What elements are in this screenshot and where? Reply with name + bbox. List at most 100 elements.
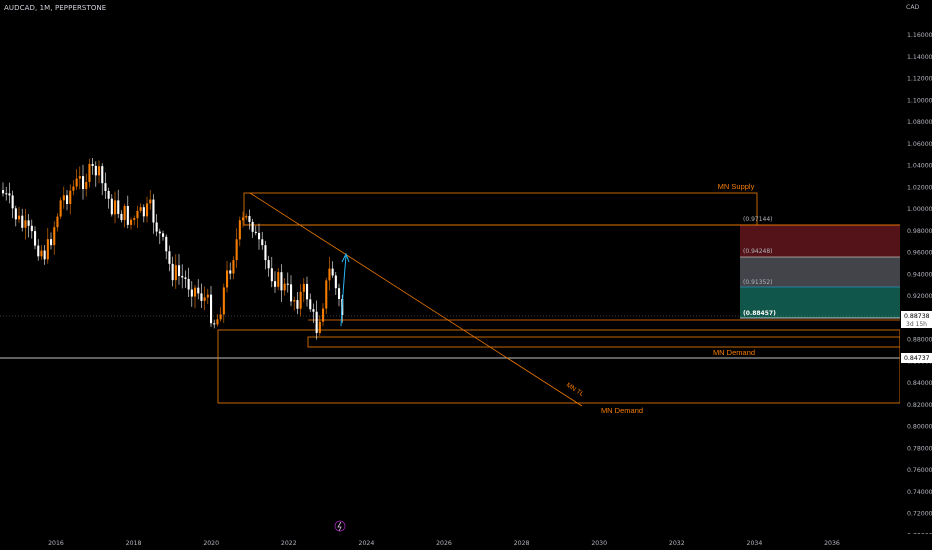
price-tick: 1.16000 xyxy=(907,32,932,39)
supply-rect[interactable] xyxy=(243,192,758,226)
supply-label: MN Supply xyxy=(718,182,755,191)
price-tick: 0.96000 xyxy=(907,250,932,257)
price-tick: 0.74000 xyxy=(907,489,932,496)
price-tick: 0.78000 xyxy=(907,445,932,452)
price-tick: 0.82000 xyxy=(907,402,932,409)
candle-body xyxy=(85,181,88,189)
symbol-title: AUDCAD, 1M, PEPPERSTONE xyxy=(4,4,107,12)
candle-body xyxy=(200,293,203,301)
candle-body xyxy=(66,195,69,205)
candlestick-series[interactable] xyxy=(2,157,344,340)
candle-body xyxy=(187,278,190,290)
candle-body xyxy=(34,231,37,246)
candle-body xyxy=(120,213,123,221)
current-price: 0.88738 xyxy=(904,313,930,320)
price-tick: 1.00000 xyxy=(907,206,932,213)
price-axis[interactable]: CAD 1.16000 1.14000 1.12000 1.10000 1.08000 1… xyxy=(900,0,932,534)
candle-body xyxy=(104,183,107,191)
candle-body xyxy=(274,281,277,287)
demand-rect-2[interactable] xyxy=(217,329,900,404)
trendline[interactable] xyxy=(249,192,583,407)
price-tick: 0.98000 xyxy=(907,228,932,235)
level-price: 0.84737 xyxy=(904,355,930,362)
time-tick: 2020 xyxy=(203,540,219,547)
candle-body xyxy=(277,272,280,287)
candle-body xyxy=(315,311,318,334)
projection-arrow[interactable] xyxy=(340,252,350,327)
lightning-icon[interactable] xyxy=(334,520,346,532)
candle-body xyxy=(254,231,257,233)
candle-body xyxy=(18,215,21,220)
candle-body xyxy=(283,283,286,291)
candle-body xyxy=(222,287,225,315)
time-tick: 2034 xyxy=(747,540,763,547)
time-tick: 2026 xyxy=(436,540,452,547)
candle-body xyxy=(75,178,78,187)
candle-body xyxy=(229,270,232,274)
candle-body xyxy=(139,207,142,211)
candle-body xyxy=(190,289,193,297)
candle-body xyxy=(299,291,302,309)
candle-body xyxy=(238,220,241,240)
candle-body xyxy=(11,195,14,209)
price-tick: 1.10000 xyxy=(907,97,932,104)
candle-body xyxy=(258,232,261,240)
candle-body xyxy=(312,309,315,312)
candle-body xyxy=(251,221,254,232)
candle-body xyxy=(331,268,334,276)
candle-body xyxy=(107,190,110,199)
candle-body xyxy=(123,205,126,221)
candle-body xyxy=(94,166,97,176)
candle-body xyxy=(27,220,30,226)
candle-body xyxy=(270,268,273,282)
demand-rect-1[interactable] xyxy=(307,336,900,348)
candle-body xyxy=(117,200,120,214)
mn-demand-zone-2[interactable]: MN Demand xyxy=(217,329,900,415)
candle-body xyxy=(69,190,72,205)
candle-body xyxy=(232,260,235,274)
candle-body xyxy=(302,283,305,292)
candle-body xyxy=(168,251,171,264)
risk-zone[interactable] xyxy=(740,257,900,287)
price-tick: 1.12000 xyxy=(907,76,932,83)
demand-label-1: MN Demand xyxy=(713,348,755,357)
candle-body xyxy=(62,195,65,201)
candle-body xyxy=(293,300,296,302)
candle-body xyxy=(245,216,248,218)
candle-body xyxy=(328,268,331,281)
stop-zone[interactable] xyxy=(740,287,900,318)
stop-price: (0.94248) xyxy=(743,248,773,255)
candle-body xyxy=(110,198,113,215)
time-axis[interactable]: 2016 2018 2020 2022 2024 2026 2028 2030 2032 2034… xyxy=(0,534,932,550)
candle-body xyxy=(306,283,309,300)
candle-body xyxy=(171,263,174,281)
price-tick: 0.80000 xyxy=(907,424,932,431)
current-price-badge: 0.88738 3d 15h xyxy=(901,311,932,328)
chart-pane[interactable]: MN Supply MN Demand MN Demand MN TL (0.9… xyxy=(0,0,900,534)
target-zone[interactable] xyxy=(740,225,900,257)
candle-body xyxy=(309,299,312,310)
position-tool[interactable]: (0.97144) (0.94248) (0.91352) (0.88457) xyxy=(740,216,900,319)
candle-body xyxy=(181,275,184,278)
time-tick: 2028 xyxy=(514,540,530,547)
candle-body xyxy=(14,208,17,220)
candle-body xyxy=(334,275,337,289)
entry-price: (0.91352) xyxy=(743,279,773,286)
time-tick: 2018 xyxy=(126,540,142,547)
candle-body xyxy=(197,287,200,294)
candle-body xyxy=(149,199,152,204)
level-price-badge: 0.84737 xyxy=(901,353,932,363)
mn-demand-zone-1[interactable]: MN Demand xyxy=(307,319,900,357)
candle-body xyxy=(98,166,101,176)
candle-body xyxy=(184,277,187,279)
candle-body xyxy=(206,294,209,298)
candle-body xyxy=(30,225,33,232)
mn-supply-zone[interactable]: MN Supply xyxy=(243,182,900,226)
candle-body xyxy=(210,294,213,324)
candle-body xyxy=(280,272,283,291)
candle-body xyxy=(91,163,94,167)
price-tick: 0.70000 xyxy=(907,532,932,534)
target-price: (0.97144) xyxy=(743,216,773,223)
price-tick: 0.88000 xyxy=(907,337,932,344)
candle-body xyxy=(155,222,158,232)
